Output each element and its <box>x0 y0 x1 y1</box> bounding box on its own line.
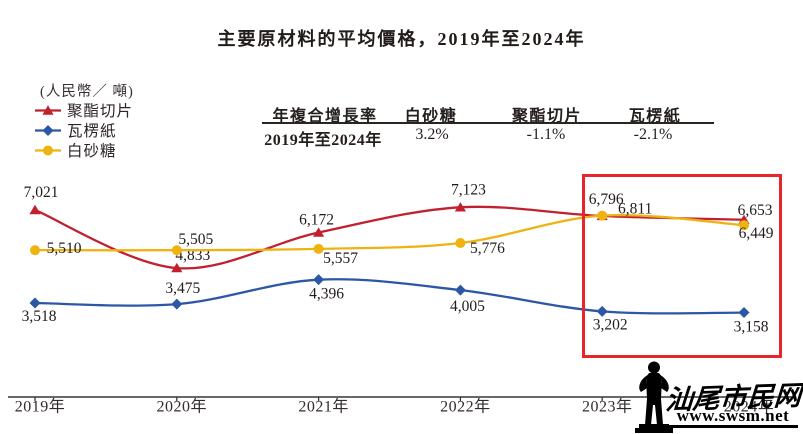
legend-item-1: 聚酯切片 <box>34 100 133 120</box>
data-point-label: 7,021 <box>24 184 59 201</box>
table-divider <box>262 122 714 124</box>
unit-label: (人民幣／ 噸) <box>40 84 134 100</box>
data-point-label: 6,449 <box>739 225 774 242</box>
legend: 聚酯切片瓦楞紙白砂糖 <box>34 100 133 160</box>
data-point-marker <box>313 227 325 237</box>
data-point-marker <box>171 262 183 273</box>
x-axis-label: 2024年 <box>724 397 775 415</box>
x-axis-label: 2023年 <box>582 397 633 415</box>
data-point-label: 3,202 <box>593 316 628 333</box>
data-point-marker <box>29 204 41 215</box>
data-point-label: 6,172 <box>299 212 334 229</box>
x-axis-label: 2021年 <box>298 397 349 415</box>
page-title: 主要原材料的平均價格，2019年至2024年 <box>217 29 586 49</box>
cagr-value-corrugated: -2.1% <box>633 126 673 143</box>
data-point-marker <box>739 220 749 231</box>
highlight-box <box>582 174 782 358</box>
data-point-label: 4,005 <box>450 298 485 315</box>
x-axis-label: 2019年 <box>15 397 66 415</box>
data-point-marker <box>738 307 750 319</box>
data-point-label: 5,776 <box>470 240 505 257</box>
legend-label: 聚酯切片 <box>67 103 134 120</box>
data-point-marker <box>313 243 324 254</box>
series-1: 7,021 4,833 6,172 7,123 6,796 6,653 <box>24 181 773 273</box>
data-point-label: 6,796 <box>589 191 624 208</box>
data-point-marker <box>29 297 41 309</box>
data-point-marker <box>597 210 608 221</box>
cagr-table: 年複合增長率 白砂糖 聚酯切片 瓦楞紙 2019年至2024年 3.2% -1.… <box>0 0 803 160</box>
data-point-marker <box>454 284 466 296</box>
data-point-marker <box>454 202 466 212</box>
legend-item-3: 白砂糖 <box>34 140 133 160</box>
series-line <box>34 278 745 315</box>
circle-marker-icon <box>35 145 61 156</box>
data-point-label: 4,396 <box>309 286 344 303</box>
triangle-marker-icon <box>35 105 61 115</box>
data-point-marker <box>171 298 183 310</box>
cagr-header-polyester: 聚酯切片 <box>511 108 583 125</box>
data-point-label: 6,653 <box>738 202 773 219</box>
data-point-label: 5,557 <box>323 250 358 267</box>
data-point-label: 7,123 <box>451 181 486 198</box>
x-axis-label: 2020年 <box>157 397 208 415</box>
legend-marker <box>42 105 54 115</box>
cagr-header-corrugated: 瓦楞紙 <box>628 108 682 125</box>
series-line <box>34 205 745 270</box>
data-point-label: 3,475 <box>165 280 200 297</box>
legend-label: 白砂糖 <box>67 143 117 160</box>
cagr-header-metric: 年複合增長率 <box>272 108 378 125</box>
data-point-marker <box>171 245 182 256</box>
legend-item-2: 瓦楞紙 <box>34 120 133 140</box>
series-2: 3,518 3,475 4,396 4,005 3,202 3,158 <box>22 274 769 336</box>
data-point-label: 3,158 <box>734 319 769 336</box>
series-line <box>34 213 745 252</box>
data-point-marker <box>596 305 608 317</box>
data-point-marker <box>313 274 325 286</box>
cagr-value-sugar: 3.2% <box>415 126 449 143</box>
cagr-period: 2019年至2024年 <box>264 132 382 149</box>
x-axis-label: 2022年 <box>440 397 491 415</box>
data-point-label: 5,505 <box>178 231 213 248</box>
cagr-header-sugar: 白砂糖 <box>404 108 458 125</box>
data-point-label: 5,510 <box>47 240 82 257</box>
data-point-label: 3,518 <box>22 308 57 325</box>
data-point-marker <box>455 238 466 249</box>
data-point-label: 6,811 <box>618 201 652 218</box>
legend-marker <box>43 145 53 156</box>
cagr-value-polyester: -1.1% <box>526 126 566 143</box>
diamond-marker-icon <box>35 125 61 136</box>
legend-label: 瓦楞紙 <box>67 123 117 140</box>
data-point-label: 4,833 <box>175 247 210 264</box>
data-point-marker <box>30 245 40 256</box>
legend-marker <box>42 125 54 136</box>
series-3: 5,510 5,505 5,557 5,776 6,811 6,449 <box>30 201 774 267</box>
